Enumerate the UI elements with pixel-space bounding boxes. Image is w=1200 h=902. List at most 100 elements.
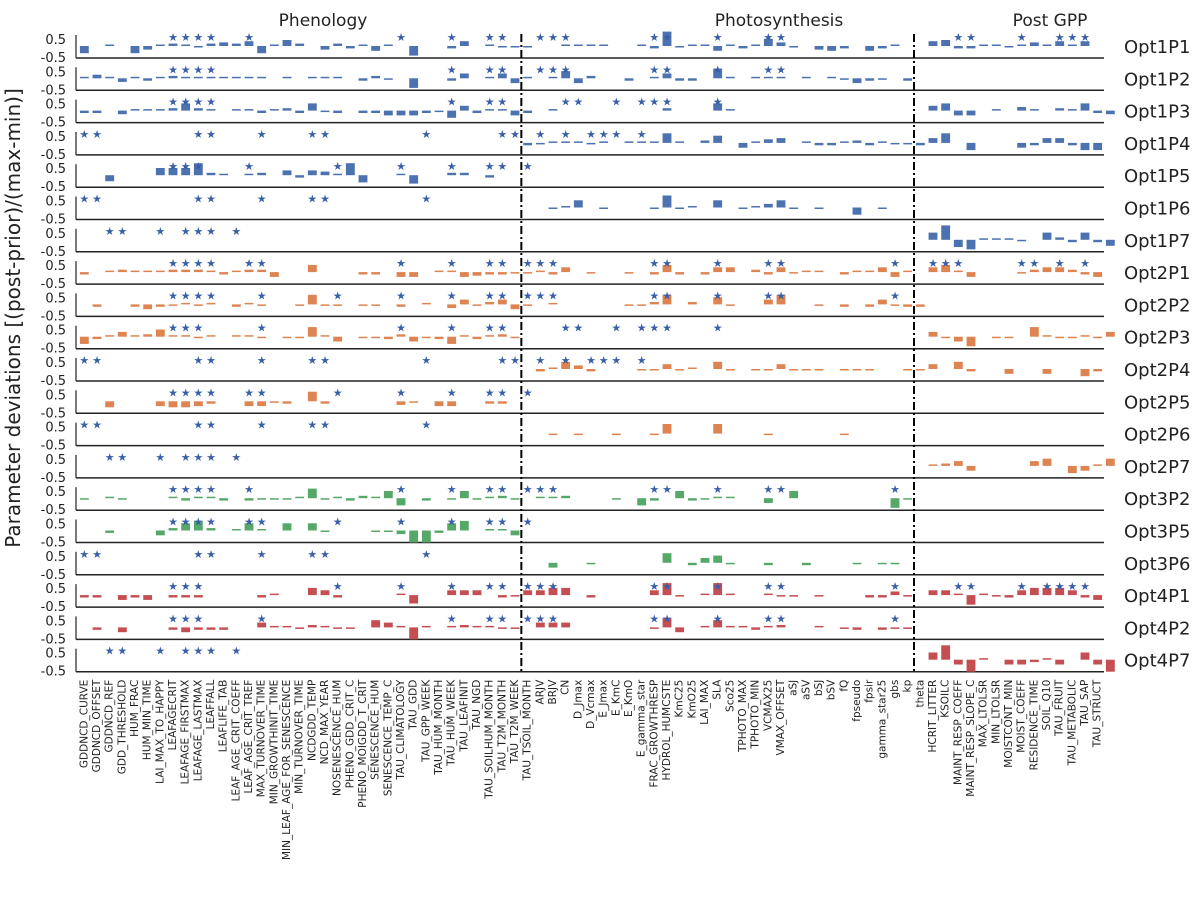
significance-star: ★ bbox=[193, 580, 203, 593]
significance-star: ★ bbox=[713, 257, 723, 270]
bar bbox=[143, 78, 153, 81]
bar bbox=[675, 207, 685, 209]
significance-star: ★ bbox=[1055, 580, 1065, 593]
bar bbox=[941, 264, 951, 273]
bar bbox=[497, 46, 507, 48]
significance-star: ★ bbox=[193, 354, 203, 367]
y-tick-label: -0.5 bbox=[41, 180, 66, 195]
bar bbox=[459, 73, 469, 79]
group-label-post-gpp: Post GPP bbox=[1013, 11, 1088, 31]
bar bbox=[776, 625, 786, 628]
bar bbox=[1105, 458, 1115, 466]
bar bbox=[865, 595, 875, 598]
bar bbox=[181, 523, 191, 531]
significance-star: ★ bbox=[396, 31, 406, 44]
bar bbox=[206, 270, 216, 273]
bar bbox=[117, 269, 127, 273]
significance-star: ★ bbox=[966, 31, 976, 44]
significance-star: ★ bbox=[535, 63, 545, 76]
bar bbox=[877, 562, 887, 565]
bar bbox=[573, 44, 583, 46]
bar bbox=[751, 141, 761, 143]
row-label: Opt1P1 bbox=[1124, 37, 1190, 58]
significance-star: ★ bbox=[396, 386, 406, 399]
bar bbox=[1029, 327, 1039, 337]
bar bbox=[839, 627, 849, 629]
bar bbox=[459, 491, 469, 499]
y-tick-label: -0.5 bbox=[41, 309, 66, 324]
bar bbox=[1042, 138, 1052, 143]
bar bbox=[523, 272, 533, 274]
significance-star: ★ bbox=[497, 63, 507, 76]
bar bbox=[877, 267, 887, 273]
bar bbox=[79, 76, 89, 79]
bar bbox=[320, 590, 330, 596]
significance-star: ★ bbox=[193, 548, 203, 561]
bar bbox=[814, 625, 824, 628]
bar bbox=[548, 302, 558, 305]
bar bbox=[915, 369, 925, 371]
bar bbox=[257, 336, 267, 339]
y-tick-label: -0.5 bbox=[41, 51, 66, 66]
bar bbox=[561, 141, 571, 143]
significance-star: ★ bbox=[396, 516, 406, 529]
bar bbox=[1017, 44, 1027, 46]
bar bbox=[181, 595, 191, 598]
significance-star: ★ bbox=[307, 419, 317, 432]
bar bbox=[497, 595, 507, 598]
bar bbox=[181, 627, 191, 633]
significance-star: ★ bbox=[181, 31, 191, 44]
bar bbox=[168, 75, 178, 79]
significance-star: ★ bbox=[928, 257, 938, 270]
significance-star: ★ bbox=[485, 31, 495, 44]
row-label: Opt2P7 bbox=[1124, 457, 1190, 478]
bar bbox=[1105, 659, 1115, 672]
bar bbox=[586, 142, 596, 145]
bar bbox=[333, 627, 343, 629]
bar bbox=[687, 367, 697, 369]
row-opt1p6: 0.5-0.5★ ★ ★ ★ ★ ★ ★ ★ Opt1P6 bbox=[41, 193, 1191, 228]
bar bbox=[662, 108, 672, 111]
significance-star: ★ bbox=[155, 645, 165, 658]
bar bbox=[713, 135, 723, 143]
bar bbox=[928, 652, 938, 660]
bar bbox=[763, 139, 773, 143]
bar bbox=[1017, 107, 1027, 111]
bar bbox=[193, 108, 203, 111]
bar bbox=[269, 44, 279, 46]
significance-star: ★ bbox=[497, 160, 507, 173]
bar bbox=[966, 659, 976, 672]
bar bbox=[117, 331, 127, 337]
significance-star: ★ bbox=[510, 128, 520, 141]
x-tick-label: TAU_SAP bbox=[1079, 680, 1091, 727]
bar bbox=[751, 269, 761, 273]
bar bbox=[231, 76, 241, 79]
bar bbox=[662, 294, 672, 305]
significance-star: ★ bbox=[649, 483, 659, 496]
bar bbox=[447, 270, 457, 273]
significance-star: ★ bbox=[92, 354, 102, 367]
significance-star: ★ bbox=[193, 31, 203, 44]
bar bbox=[269, 272, 279, 277]
bar bbox=[130, 335, 140, 337]
significance-star: ★ bbox=[523, 612, 533, 625]
bar bbox=[649, 369, 659, 371]
significance-star: ★ bbox=[307, 193, 317, 206]
bar bbox=[1080, 369, 1090, 377]
bar bbox=[282, 625, 292, 628]
bar bbox=[535, 622, 545, 628]
bar bbox=[966, 369, 976, 372]
bar bbox=[459, 105, 469, 111]
bar bbox=[206, 528, 216, 531]
significance-star: ★ bbox=[485, 160, 495, 173]
significance-star: ★ bbox=[447, 63, 457, 76]
bar bbox=[1004, 595, 1014, 598]
row-label: Opt2P1 bbox=[1124, 263, 1190, 284]
bar bbox=[763, 272, 773, 275]
x-tick-label: MAINT_RESP_COEFF bbox=[952, 680, 964, 785]
significance-star: ★ bbox=[637, 354, 647, 367]
bar bbox=[941, 336, 951, 339]
bar bbox=[662, 364, 672, 369]
significance-star: ★ bbox=[333, 580, 343, 593]
bar bbox=[548, 587, 558, 596]
